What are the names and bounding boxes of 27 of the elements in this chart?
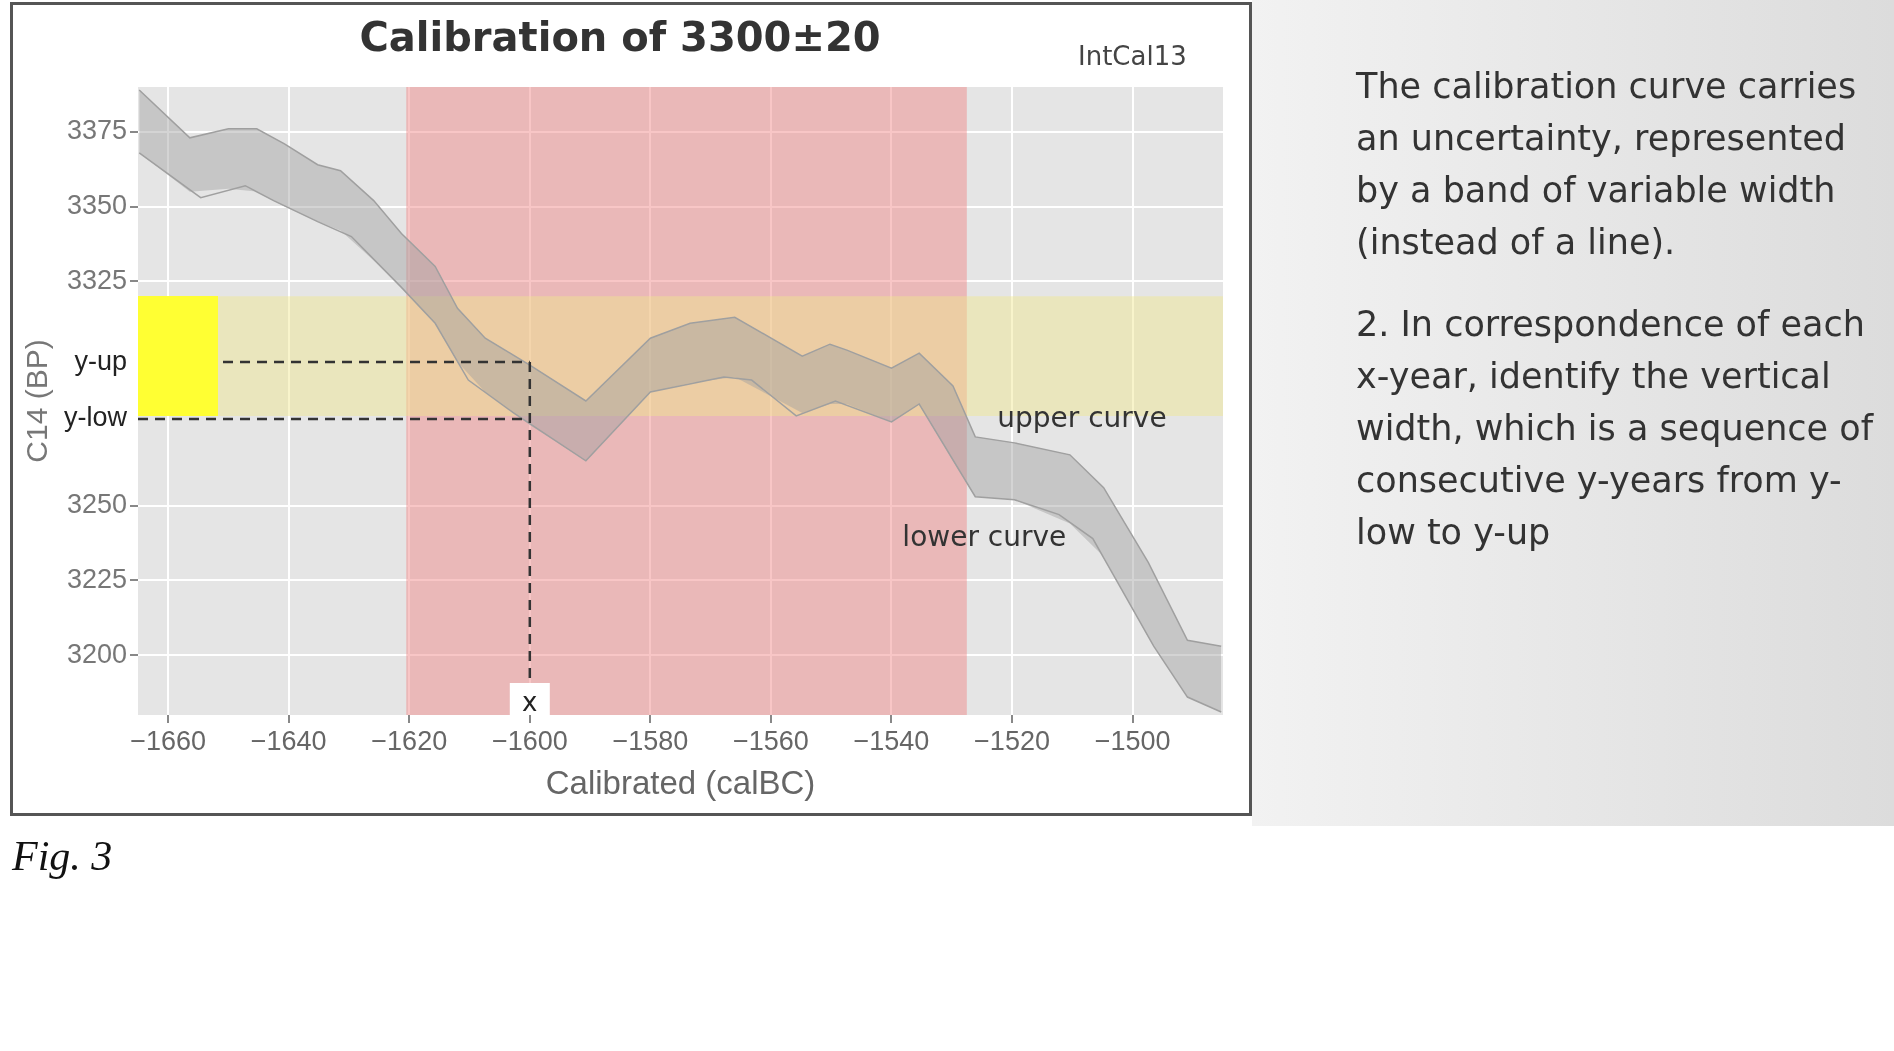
y-tick-label: y-low <box>63 402 128 433</box>
x-tick-label: −1520 <box>974 725 1050 756</box>
y-tick-label: 3375 <box>66 115 127 146</box>
y-tick-label: 3325 <box>66 264 127 295</box>
y-tick-label: 3250 <box>66 489 127 520</box>
x-tick-label: −1660 <box>130 725 207 756</box>
x-tick-label: −1580 <box>612 725 689 756</box>
x-tick-label: −1640 <box>250 725 327 756</box>
x-tick-label: −1540 <box>853 725 930 756</box>
chart-title: Calibration of 3300±20 <box>359 14 881 61</box>
x-tick-label: −1620 <box>371 725 448 756</box>
text: IntCal13 <box>1078 41 1187 71</box>
caption: Fig. 3 <box>12 832 113 880</box>
y-tick-label: y-up <box>74 345 127 376</box>
series-label: upper curve <box>997 401 1167 435</box>
series-label: lower curve <box>902 520 1067 554</box>
ref-line-label: x <box>522 686 538 717</box>
text: 2. In correspondence of each x-year, identify the vertical width, which is a sequence of consecutive y-years from y-low to y-up <box>1355 303 1875 554</box>
y-axis-title: C14 (BP) <box>20 339 54 463</box>
text: The calibration curve carries an uncertainty, represented by a band of variable width (instead of a line). <box>1355 65 1858 264</box>
x-tick-label: −1560 <box>733 725 809 756</box>
y-tick-label: 3350 <box>66 190 127 221</box>
x-tick-label: −1500 <box>1094 725 1171 756</box>
y-tick-label: 3200 <box>66 638 127 669</box>
x-axis-title: Calibrated (calBC) <box>545 764 816 802</box>
y-tick-label: 3225 <box>66 563 127 594</box>
x-tick-label: −1600 <box>491 725 568 756</box>
